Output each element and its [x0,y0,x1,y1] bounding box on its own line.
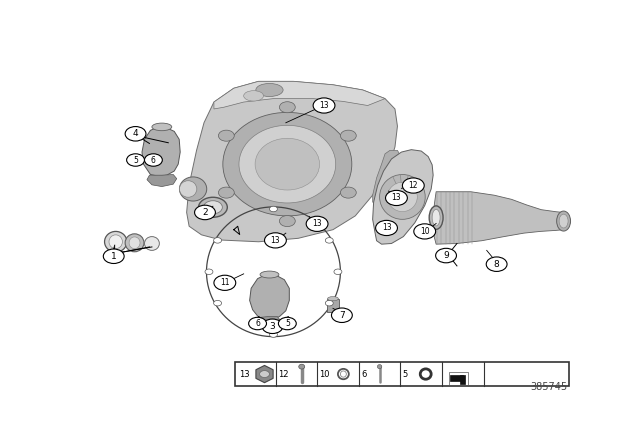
Ellipse shape [328,297,339,301]
Circle shape [325,301,333,306]
Polygon shape [433,192,564,244]
Circle shape [269,206,277,212]
Polygon shape [372,150,433,244]
Circle shape [414,224,436,239]
Text: 13: 13 [271,236,280,245]
Bar [449,372,468,385]
Polygon shape [256,317,281,330]
Circle shape [403,178,424,193]
Text: 385745: 385745 [530,382,567,392]
Ellipse shape [223,112,352,216]
Circle shape [486,257,507,271]
Ellipse shape [255,138,319,190]
Ellipse shape [218,130,234,141]
Ellipse shape [179,177,207,201]
Circle shape [269,332,277,337]
Bar [449,375,463,381]
Circle shape [325,237,333,243]
Ellipse shape [260,271,279,278]
Circle shape [125,126,146,141]
Circle shape [205,269,213,275]
Ellipse shape [204,201,222,214]
Ellipse shape [218,187,234,198]
Circle shape [262,319,283,333]
Circle shape [103,249,124,263]
Text: 7: 7 [339,311,345,320]
Text: 13: 13 [312,220,322,228]
Text: 2: 2 [202,208,208,217]
Ellipse shape [378,365,382,369]
Ellipse shape [432,209,440,226]
Polygon shape [214,82,385,109]
Polygon shape [147,174,177,186]
Circle shape [127,154,145,166]
Bar [460,375,465,384]
Circle shape [306,216,328,232]
Ellipse shape [145,237,159,250]
Bar [235,362,568,386]
Text: 6: 6 [255,319,260,328]
Ellipse shape [244,90,264,101]
Text: 12: 12 [408,181,418,190]
Circle shape [278,317,296,330]
Text: 6: 6 [361,370,367,379]
Circle shape [214,275,236,290]
Text: 13: 13 [319,101,329,110]
Text: 9: 9 [443,251,449,260]
Circle shape [248,317,266,330]
Circle shape [264,233,286,248]
Ellipse shape [557,211,570,231]
Circle shape [313,98,335,113]
Ellipse shape [280,102,295,113]
Text: 3: 3 [269,322,275,331]
Circle shape [334,269,342,275]
Ellipse shape [152,123,172,131]
Ellipse shape [380,174,425,220]
Text: 13: 13 [381,224,391,233]
Text: 4: 4 [132,129,138,138]
Ellipse shape [429,206,443,229]
Circle shape [385,190,407,206]
Ellipse shape [125,234,144,252]
Text: 11: 11 [220,278,230,287]
Text: 12: 12 [278,370,289,379]
Text: 1: 1 [111,252,116,261]
Polygon shape [187,82,397,242]
Ellipse shape [239,125,336,203]
Text: 13: 13 [239,370,250,379]
Circle shape [214,237,221,243]
Ellipse shape [198,197,227,217]
Text: 6: 6 [151,155,156,164]
Ellipse shape [129,237,140,249]
Circle shape [376,220,397,236]
Text: 5: 5 [133,155,138,164]
Circle shape [195,205,216,220]
Ellipse shape [299,364,305,369]
Circle shape [436,248,456,263]
Ellipse shape [340,130,356,141]
Text: 13: 13 [392,194,401,202]
Ellipse shape [280,215,295,227]
Circle shape [145,154,163,166]
Ellipse shape [256,83,283,96]
Ellipse shape [340,187,356,198]
Polygon shape [250,275,289,320]
Circle shape [332,308,352,323]
Ellipse shape [388,182,417,211]
Text: 5: 5 [403,370,408,379]
Text: 10: 10 [319,370,330,379]
Text: 5: 5 [285,319,290,328]
Text: 8: 8 [494,260,499,269]
Ellipse shape [559,214,568,228]
Polygon shape [142,127,180,176]
Polygon shape [256,366,273,383]
Ellipse shape [179,181,197,197]
Ellipse shape [109,235,122,249]
Circle shape [260,370,269,378]
Ellipse shape [104,232,127,252]
Bar [327,299,339,313]
Polygon shape [372,151,401,206]
Circle shape [214,301,221,306]
Text: 10: 10 [420,227,429,236]
